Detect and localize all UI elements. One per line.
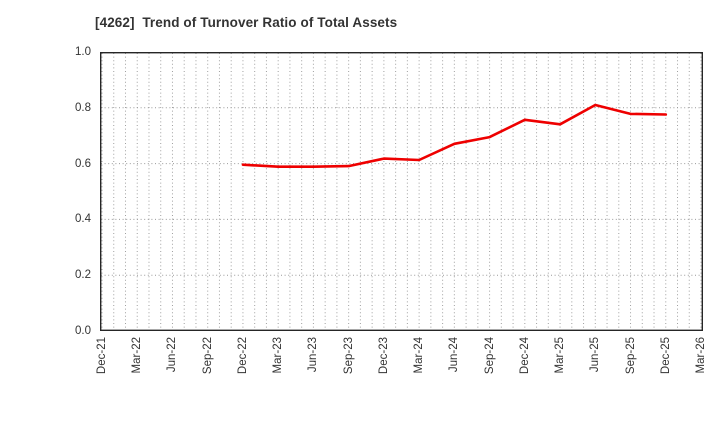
y-axis-tick-label: 0.6 xyxy=(75,157,91,170)
y-axis-tick-label: 0.2 xyxy=(75,269,91,282)
x-axis-tick-label: Sep-25 xyxy=(624,337,637,375)
x-axis-tick-label: Mar-22 xyxy=(131,337,144,374)
x-axis-tick-label: Mar-26 xyxy=(695,337,707,374)
x-axis-tick-label: Jun-25 xyxy=(589,337,602,373)
trend-line xyxy=(241,103,668,168)
x-axis-tick-label: Mar-25 xyxy=(554,337,567,374)
x-axis-tick-label: Jun-22 xyxy=(166,337,179,373)
x-axis-tick-label: Sep-23 xyxy=(342,337,355,375)
plot-border xyxy=(100,52,703,331)
plot-area xyxy=(100,52,703,331)
x-axis-tick-label: Dec-22 xyxy=(236,337,249,375)
x-axis-tick-label: Sep-22 xyxy=(201,337,214,375)
x-axis-tick-label: Sep-24 xyxy=(483,337,496,375)
chart-title: [4262] Trend of Turnover Ratio of Total … xyxy=(95,15,398,30)
x-axis-tick-label: Dec-21 xyxy=(96,337,108,375)
x-axis-tick-label: Dec-25 xyxy=(659,337,672,375)
x-axis-tick-label: Jun-24 xyxy=(448,337,461,373)
chart-canvas xyxy=(100,52,703,331)
x-axis-tick-label: Mar-23 xyxy=(272,337,285,374)
x-axis-tick-label: Jun-23 xyxy=(307,337,320,373)
y-axis-tick-label: 1.0 xyxy=(75,46,91,58)
y-axis-tick-label: 0.4 xyxy=(75,213,91,226)
y-axis-tick-label: 0.0 xyxy=(75,325,91,337)
x-axis-tick-label: Mar-24 xyxy=(413,337,426,374)
x-axis-tick-label: Dec-24 xyxy=(518,337,531,375)
x-axis-tick-label: Dec-23 xyxy=(377,337,390,375)
y-axis-tick-label: 0.8 xyxy=(75,101,91,114)
